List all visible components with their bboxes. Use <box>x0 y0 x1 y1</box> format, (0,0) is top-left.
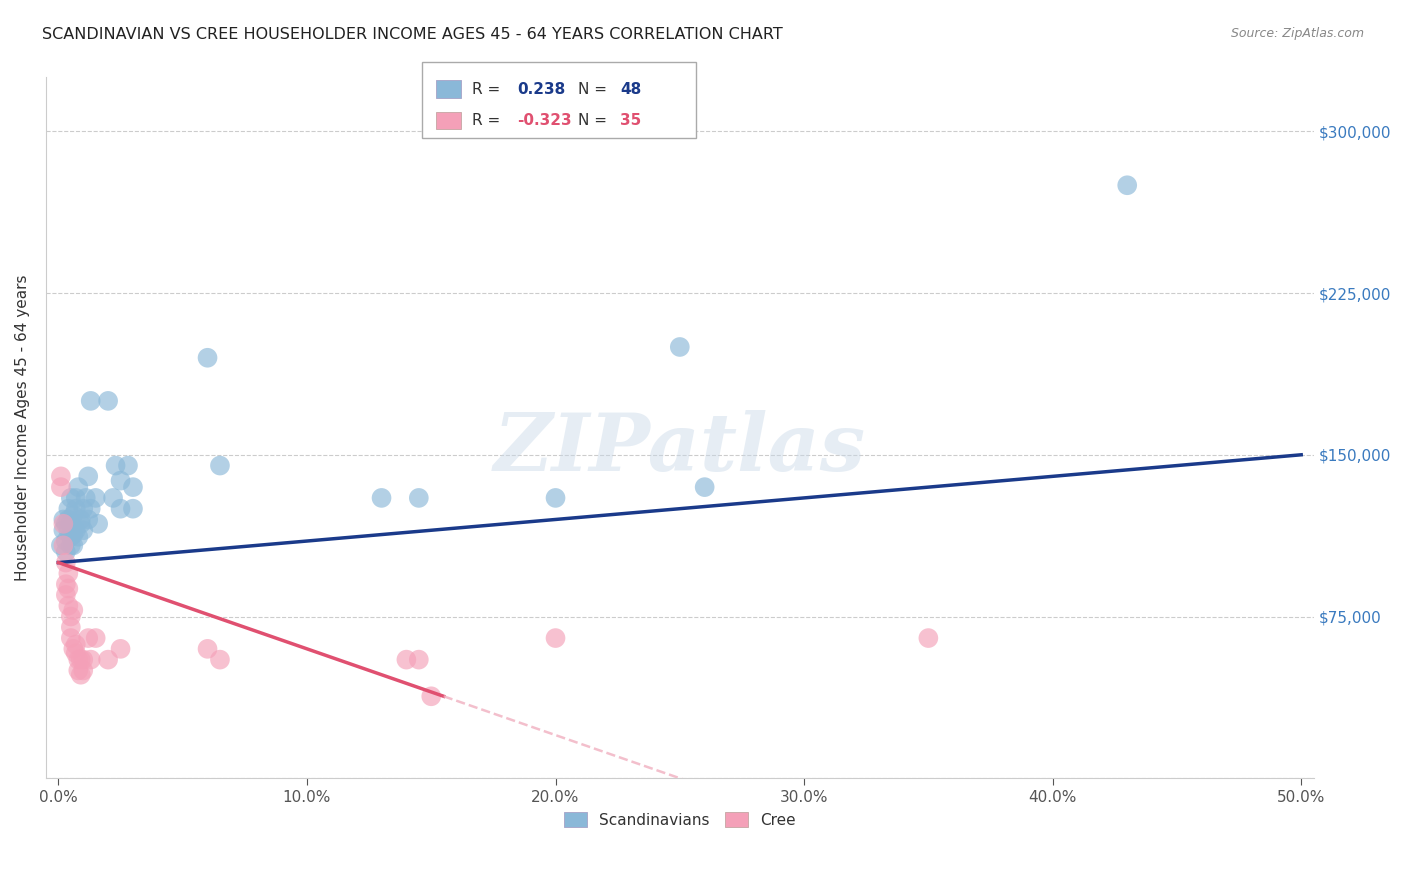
Point <box>52 523 75 537</box>
Text: N =: N = <box>578 113 612 128</box>
Point <box>65 523 87 537</box>
Point <box>62 508 84 523</box>
Point <box>87 516 110 531</box>
Point <box>77 512 100 526</box>
Point <box>544 631 567 645</box>
Point <box>55 556 77 570</box>
Text: ZIPatlas: ZIPatlas <box>494 410 866 488</box>
Point <box>55 534 77 549</box>
Point <box>69 667 91 681</box>
Point <box>52 516 75 531</box>
Point <box>370 491 392 505</box>
Point <box>1116 178 1139 193</box>
Point <box>59 516 82 531</box>
Point <box>67 480 90 494</box>
Point <box>62 527 84 541</box>
Point <box>395 652 418 666</box>
Point <box>49 538 72 552</box>
Point <box>197 641 219 656</box>
Point <box>55 545 77 559</box>
Point <box>75 491 97 505</box>
Point <box>77 631 100 645</box>
Point <box>69 512 91 526</box>
Point <box>72 664 94 678</box>
Point <box>77 469 100 483</box>
Text: N =: N = <box>578 82 612 96</box>
Point <box>59 631 82 645</box>
Point <box>55 516 77 531</box>
Point <box>69 516 91 531</box>
Point <box>59 538 82 552</box>
Point <box>84 491 107 505</box>
Point <box>59 609 82 624</box>
Point <box>101 491 124 505</box>
Point <box>67 530 90 544</box>
Point <box>58 599 80 613</box>
Point <box>97 652 120 666</box>
Point <box>55 588 77 602</box>
Point <box>408 491 430 505</box>
Point <box>97 393 120 408</box>
Point <box>67 652 90 666</box>
Point <box>544 491 567 505</box>
Point <box>122 501 145 516</box>
Point <box>58 566 80 581</box>
Text: R =: R = <box>472 82 506 96</box>
Point <box>67 664 90 678</box>
Point <box>110 474 132 488</box>
Point <box>62 603 84 617</box>
Point <box>65 491 87 505</box>
Legend: Scandinavians, Cree: Scandinavians, Cree <box>558 805 801 834</box>
Point <box>917 631 939 645</box>
Point <box>72 501 94 516</box>
Point <box>65 646 87 660</box>
Point <box>65 638 87 652</box>
Text: Source: ZipAtlas.com: Source: ZipAtlas.com <box>1230 27 1364 40</box>
Point <box>110 641 132 656</box>
Y-axis label: Householder Income Ages 45 - 64 years: Householder Income Ages 45 - 64 years <box>15 275 30 581</box>
Point <box>65 501 87 516</box>
Point <box>62 641 84 656</box>
Point <box>58 582 80 596</box>
Text: SCANDINAVIAN VS CREE HOUSEHOLDER INCOME AGES 45 - 64 YEARS CORRELATION CHART: SCANDINAVIAN VS CREE HOUSEHOLDER INCOME … <box>42 27 783 42</box>
Text: 48: 48 <box>620 82 641 96</box>
Point <box>80 652 103 666</box>
Point <box>122 480 145 494</box>
Point <box>59 491 82 505</box>
Point <box>58 501 80 516</box>
Point <box>80 501 103 516</box>
Point <box>80 393 103 408</box>
Point <box>208 652 231 666</box>
Point <box>408 652 430 666</box>
Point <box>49 469 72 483</box>
Point <box>72 652 94 666</box>
Point <box>420 690 443 704</box>
Point <box>62 538 84 552</box>
Point <box>59 530 82 544</box>
Point <box>669 340 692 354</box>
Point <box>69 652 91 666</box>
Text: 0.238: 0.238 <box>517 82 565 96</box>
Point <box>117 458 139 473</box>
Point <box>72 523 94 537</box>
Text: 35: 35 <box>620 113 641 128</box>
Point <box>58 523 80 537</box>
Point <box>197 351 219 365</box>
Point <box>208 458 231 473</box>
Point <box>58 512 80 526</box>
Point <box>693 480 716 494</box>
Text: R =: R = <box>472 113 506 128</box>
Point <box>52 538 75 552</box>
Point <box>104 458 127 473</box>
Point <box>84 631 107 645</box>
Point <box>59 620 82 634</box>
Point <box>52 512 75 526</box>
Point <box>55 577 77 591</box>
Point <box>49 480 72 494</box>
Text: -0.323: -0.323 <box>517 113 572 128</box>
Point <box>110 501 132 516</box>
